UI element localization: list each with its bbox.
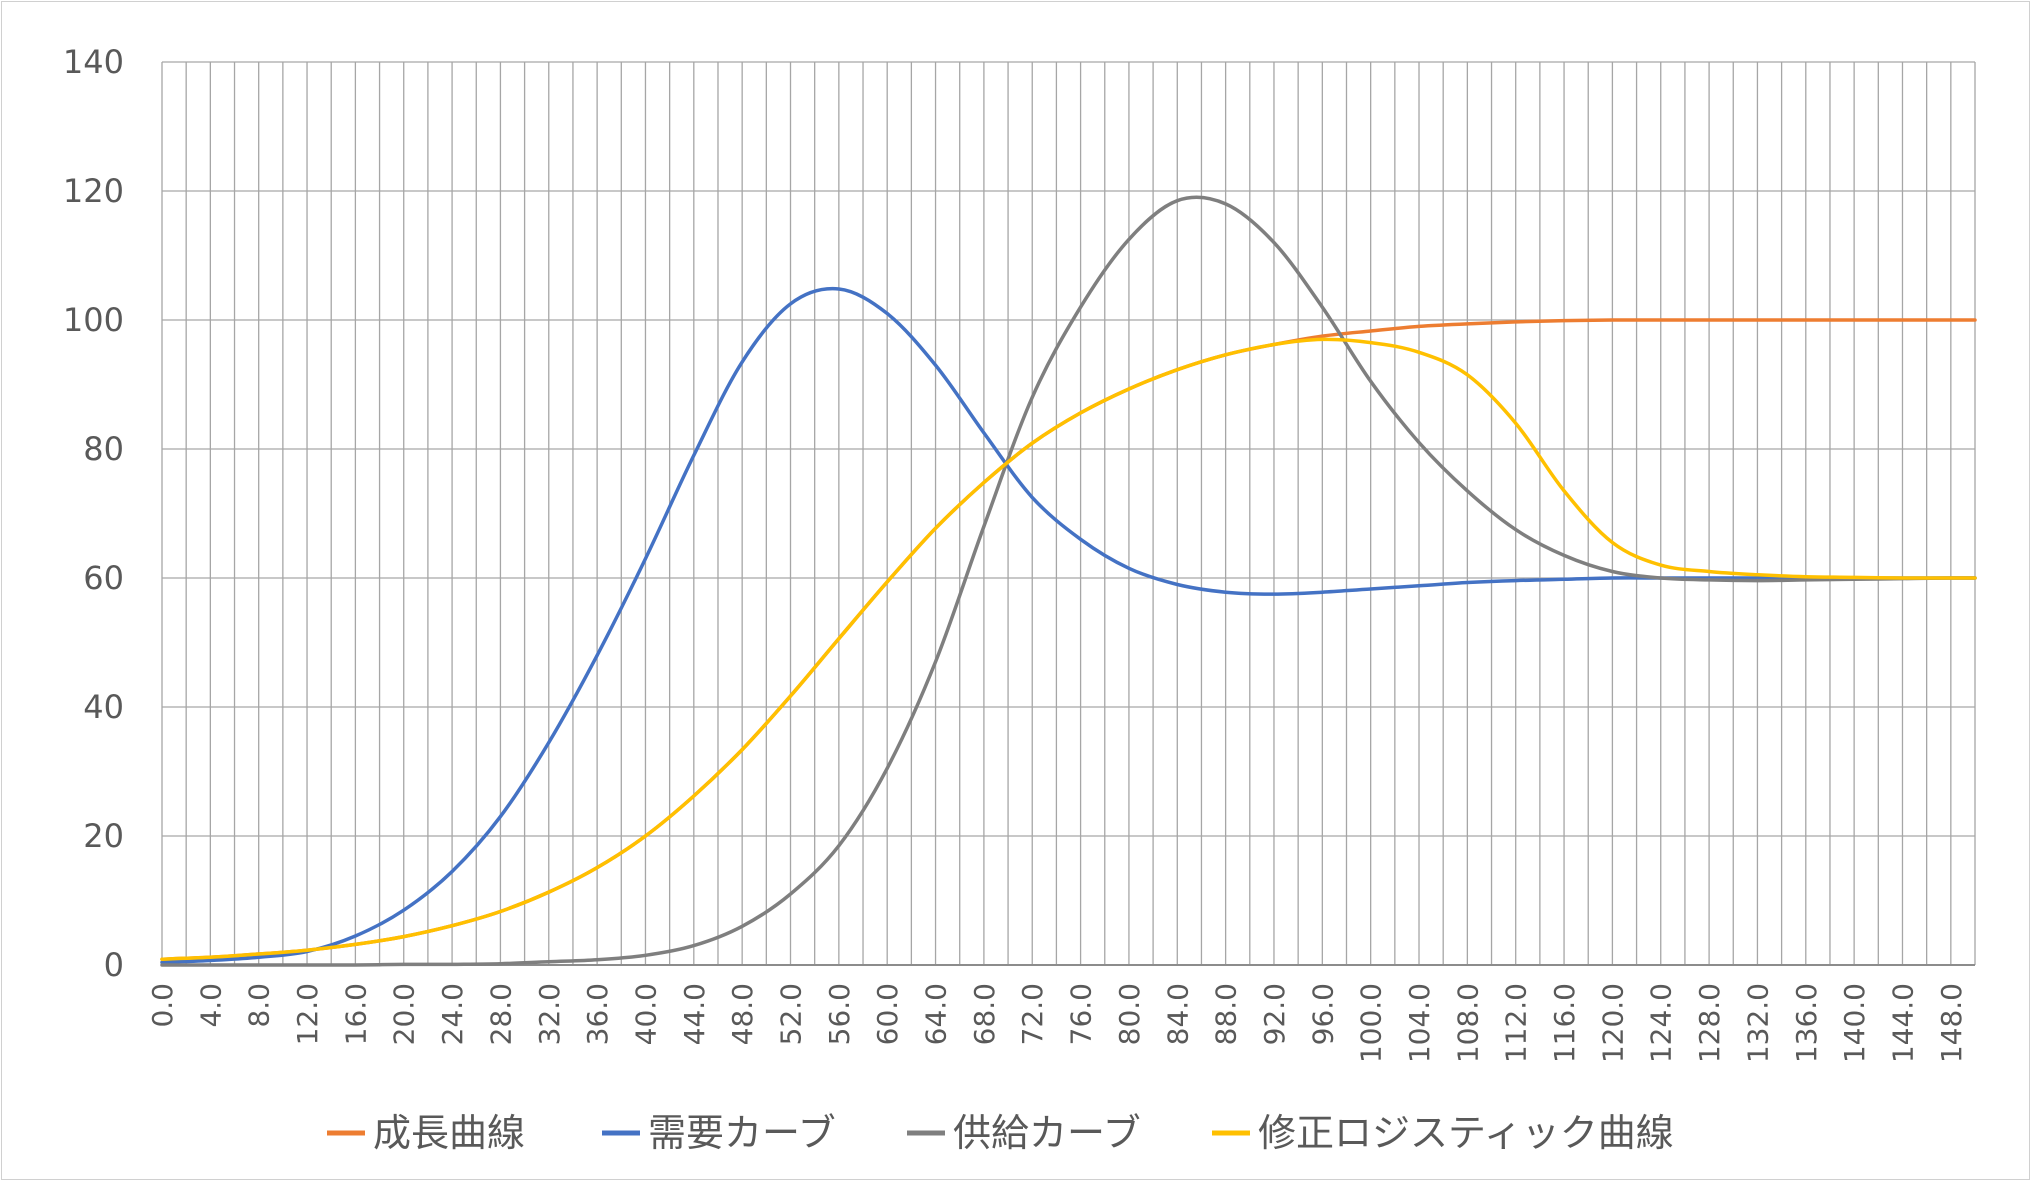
y-tick-label: 60 xyxy=(83,559,124,597)
x-tick-label: 88.0 xyxy=(1210,983,1243,1045)
x-tick-label: 132.0 xyxy=(1741,983,1774,1063)
y-axis-tick-labels: 0 20 40 60 80 100 120 140 xyxy=(63,43,124,984)
y-tick-label: 80 xyxy=(83,430,124,468)
x-tick-label: 112.0 xyxy=(1500,983,1533,1063)
x-tick-label: 76.0 xyxy=(1065,983,1098,1045)
x-tick-label: 100.0 xyxy=(1355,983,1388,1063)
legend-label-3: 供給カーブ xyxy=(953,1111,1141,1155)
y-tick-label: 40 xyxy=(83,688,124,726)
grid-lines xyxy=(161,61,1976,966)
x-tick-label: 44.0 xyxy=(678,983,711,1045)
x-tick-label: 140.0 xyxy=(1838,983,1871,1063)
x-tick-label: 128.0 xyxy=(1693,983,1726,1063)
legend: 成長曲線 需要カーブ 供給カーブ 修正ロジスティック曲線 xyxy=(327,1111,1674,1155)
series-line-3 xyxy=(160,195,1977,967)
y-tick-label: 20 xyxy=(83,817,124,855)
x-tick-label: 4.0 xyxy=(194,983,227,1028)
legend-label-1: 成長曲線 xyxy=(373,1111,525,1155)
x-tick-label: 148.0 xyxy=(1935,983,1968,1063)
x-tick-label: 40.0 xyxy=(629,983,662,1045)
x-tick-label: 20.0 xyxy=(388,983,421,1045)
x-tick-label: 48.0 xyxy=(726,983,759,1045)
x-tick-label: 108.0 xyxy=(1451,983,1484,1063)
series-lines xyxy=(160,195,1977,967)
x-tick-label: 36.0 xyxy=(581,983,614,1045)
y-tick-label: 140 xyxy=(63,43,124,81)
x-tick-label: 84.0 xyxy=(1161,983,1194,1045)
series-line-1 xyxy=(160,318,1977,961)
x-tick-label: 72.0 xyxy=(1016,983,1049,1045)
x-tick-label: 12.0 xyxy=(291,983,324,1045)
x-tick-label: 60.0 xyxy=(871,983,904,1045)
y-tick-label: 100 xyxy=(63,301,124,339)
x-tick-label: 104.0 xyxy=(1403,983,1436,1063)
x-tick-label: 16.0 xyxy=(339,983,372,1045)
x-tick-label: 56.0 xyxy=(823,983,856,1045)
legend-label-2: 需要カーブ xyxy=(648,1111,836,1155)
x-tick-label: 136.0 xyxy=(1790,983,1823,1063)
legend-label-4: 修正ロジスティック曲線 xyxy=(1258,1111,1674,1155)
x-tick-label: 116.0 xyxy=(1548,983,1581,1063)
x-tick-label: 32.0 xyxy=(533,983,566,1045)
x-tick-label: 144.0 xyxy=(1886,983,1919,1063)
x-tick-label: 120.0 xyxy=(1596,983,1629,1063)
x-tick-label: 28.0 xyxy=(484,983,517,1045)
series-line-2 xyxy=(160,286,1977,965)
x-axis-tick-labels: 0.0 4.0 8.0 12.0 16.0 20.0 24.0 28.0 32.0 36.0 40.… xyxy=(146,983,1968,1063)
x-tick-label: 8.0 xyxy=(243,983,276,1028)
x-tick-label: 0.0 xyxy=(146,983,179,1028)
x-tick-label: 24.0 xyxy=(436,983,469,1045)
y-tick-label: 120 xyxy=(63,172,124,210)
x-tick-label: 124.0 xyxy=(1645,983,1678,1063)
x-tick-label: 96.0 xyxy=(1306,983,1339,1045)
x-tick-label: 64.0 xyxy=(920,983,953,1045)
x-tick-label: 80.0 xyxy=(1113,983,1146,1045)
x-tick-label: 52.0 xyxy=(775,983,808,1045)
y-tick-label: 0 xyxy=(104,946,124,984)
series-line-4 xyxy=(160,337,1977,961)
x-tick-label: 68.0 xyxy=(968,983,1001,1045)
x-tick-label: 92.0 xyxy=(1258,983,1291,1045)
